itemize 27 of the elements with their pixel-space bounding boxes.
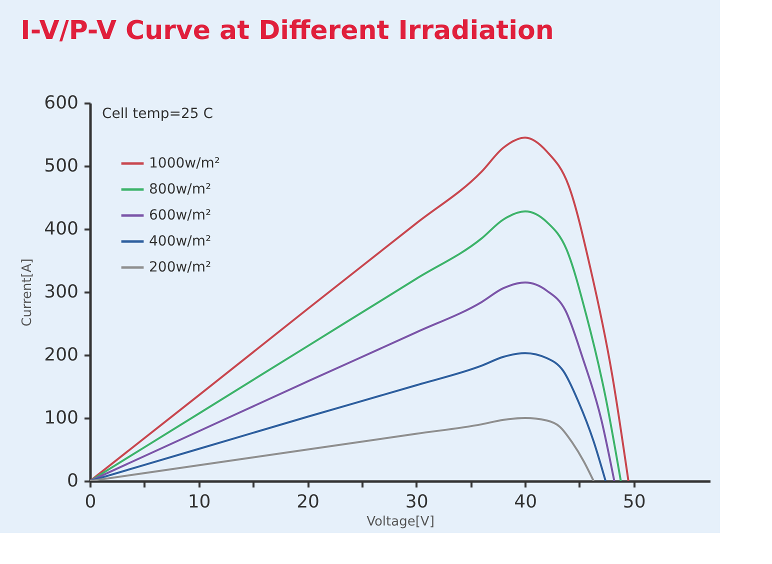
x-axis-title: Voltage[V]: [366, 514, 434, 530]
legend-label: 800w/m²: [149, 182, 212, 198]
x-tick-label: 50: [622, 492, 646, 512]
annotation: Cell temp=25 C: [102, 106, 214, 122]
line-series: [90, 282, 616, 481]
y-tick-label: 100: [44, 408, 78, 428]
y-axis-title: Current[A]: [20, 258, 36, 326]
x-tick-label: 0: [84, 492, 96, 512]
legend-label: 200w/m²: [149, 260, 212, 276]
legend-label: 400w/m²: [149, 234, 212, 250]
x-tick-label: 30: [405, 492, 428, 512]
x-tick-label: 40: [514, 492, 538, 512]
y-tick-label: 200: [44, 344, 78, 366]
x-tick-label: 10: [188, 492, 211, 512]
chart-title: I-V/P-V Curve at Different Irradiation: [20, 16, 554, 46]
y-tick-label: 500: [44, 156, 78, 176]
legend-label: 600w/m²: [149, 208, 212, 224]
line-series: [90, 136, 630, 481]
y-tick-label: 600: [44, 92, 78, 114]
y-tick-label: 0: [67, 470, 78, 492]
y-tick-label: 400: [44, 218, 78, 240]
x-tick-label: 20: [296, 492, 320, 512]
line-series: [90, 210, 622, 481]
legend-label: 1000w/m²: [149, 156, 220, 172]
line-series: [90, 417, 595, 481]
line-series: [90, 352, 607, 481]
y-tick-label: 300: [44, 282, 78, 302]
